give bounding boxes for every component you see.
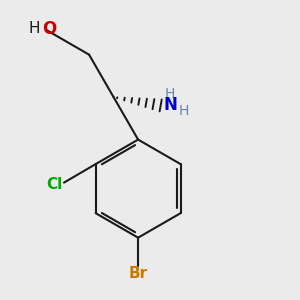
Text: Br: Br — [128, 266, 148, 280]
Text: H: H — [28, 21, 40, 36]
Text: Cl: Cl — [46, 177, 62, 192]
Text: O: O — [42, 20, 56, 38]
Text: H: H — [164, 87, 175, 101]
Text: N: N — [163, 96, 177, 114]
Text: H: H — [178, 103, 189, 118]
